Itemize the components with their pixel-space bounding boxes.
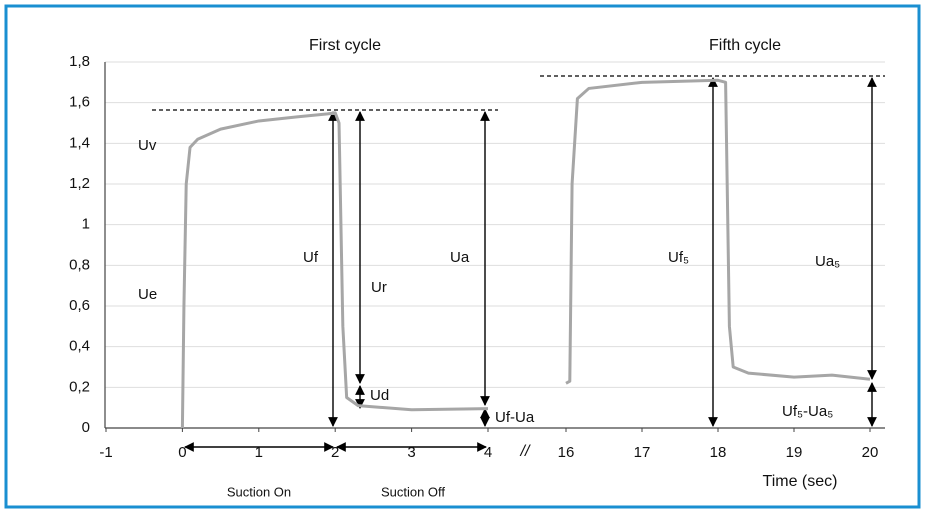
y-tick-label: 1,2 xyxy=(69,175,90,192)
x-tick-label: 19 xyxy=(786,444,803,461)
annotation: Ua₅ xyxy=(815,253,840,270)
x-tick-label: 16 xyxy=(558,444,575,461)
x-tick-label: 3 xyxy=(407,444,415,461)
x-axis-label: Time (sec) xyxy=(763,473,838,490)
x-tick-label: 17 xyxy=(634,444,651,461)
annotation: Uf-Ua xyxy=(495,409,535,426)
annotation: Uf₅-Ua₅ xyxy=(782,403,833,420)
y-tick-label: 1,6 xyxy=(69,94,90,111)
x-tick-label: -1 xyxy=(99,444,112,461)
x-tick-label: 20 xyxy=(862,444,879,461)
x-tick-label: 4 xyxy=(484,444,492,461)
x-tick-label: 0 xyxy=(178,444,186,461)
y-tick-label: 1 xyxy=(82,216,90,233)
y-tick-label: 0,6 xyxy=(69,297,90,314)
annotation: Uv xyxy=(138,137,157,154)
annotation: Suction Off xyxy=(381,484,445,499)
annotation: Ue xyxy=(138,286,157,303)
annotation: Ua xyxy=(450,249,470,266)
x-tick-label: 18 xyxy=(710,444,727,461)
x-tick-label: 2 xyxy=(331,444,339,461)
y-tick-label: 0 xyxy=(82,419,90,436)
annotation: Uf xyxy=(303,249,319,266)
annotation: Suction On xyxy=(227,484,291,499)
frame xyxy=(4,4,921,509)
axis-break: // xyxy=(520,443,531,460)
y-tick-label: 1,8 xyxy=(69,53,90,70)
line xyxy=(180,111,489,429)
line xyxy=(565,78,871,385)
series-title: Fifth cycle xyxy=(709,37,781,54)
y-tick-label: 1,4 xyxy=(69,134,90,151)
grid xyxy=(105,61,885,388)
x-tick-label: 1 xyxy=(255,444,263,461)
annotation: Ur xyxy=(371,279,387,296)
annotation: Ud xyxy=(370,387,389,404)
y-tick-label: 0,8 xyxy=(69,256,90,273)
annotation: Uf₅ xyxy=(668,249,689,266)
series-title: First cycle xyxy=(309,37,381,54)
y-tick-label: 0,4 xyxy=(69,338,90,355)
y-tick-label: 0,2 xyxy=(69,378,90,395)
